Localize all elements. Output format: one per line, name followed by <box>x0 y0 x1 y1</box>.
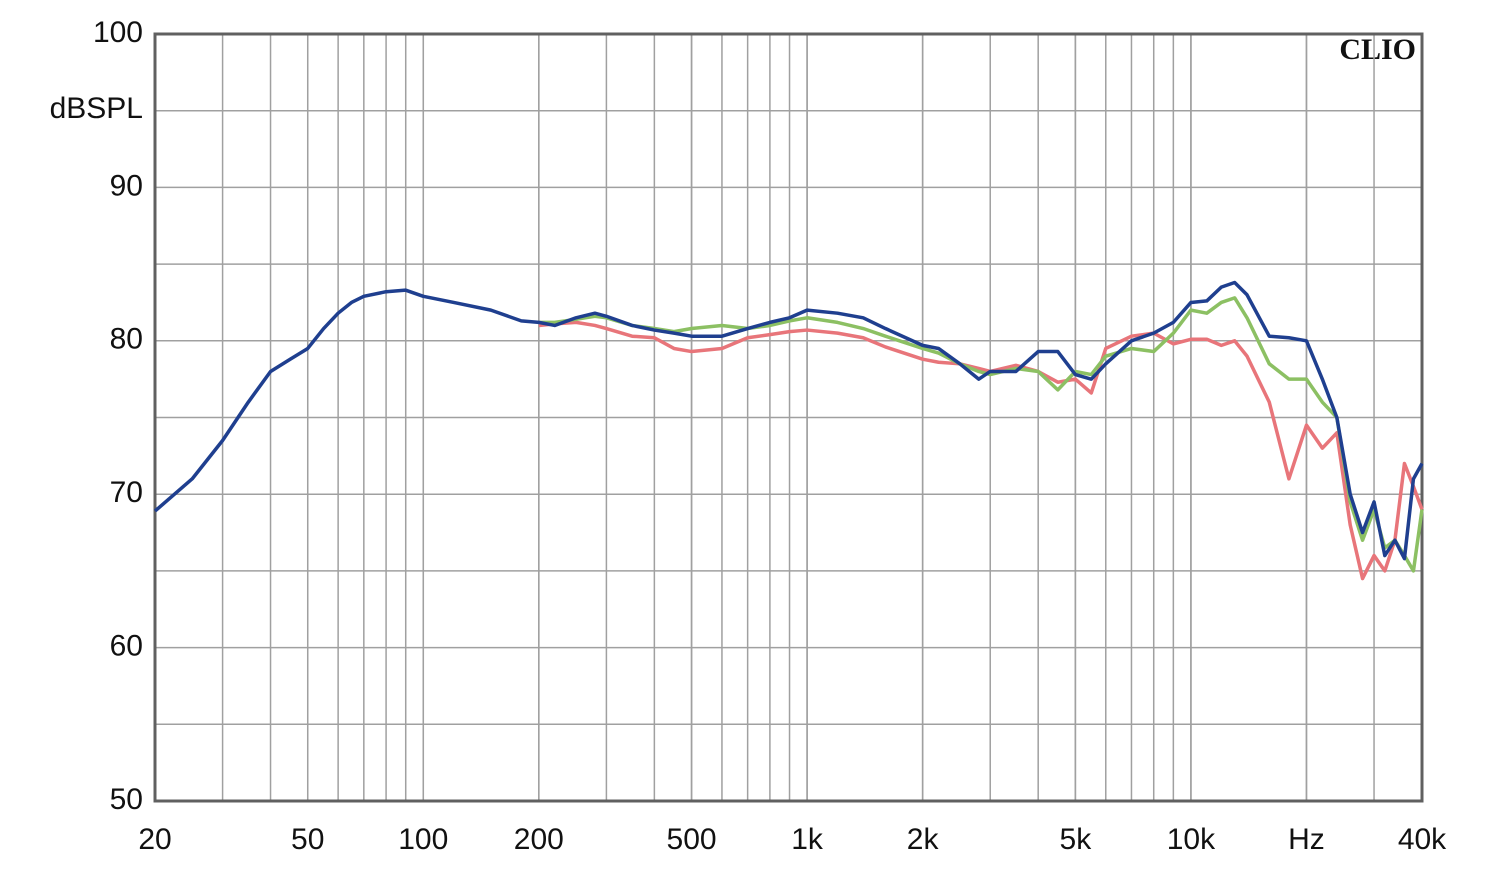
plot-frame <box>153 32 1424 803</box>
x-tick-label: 50 <box>291 823 324 856</box>
x-tick-label: 200 <box>514 823 564 856</box>
x-tick-label: 10k <box>1167 823 1216 856</box>
y-tick-label: 70 <box>110 476 143 509</box>
x-tick-label: Hz <box>1288 823 1325 856</box>
y-tick-label: 80 <box>110 323 143 356</box>
x-tick-label: 20 <box>138 823 171 856</box>
x-tick-label: 2k <box>907 823 940 856</box>
x-tick-label: 1k <box>791 823 824 856</box>
x-tick-label: 5k <box>1060 823 1093 856</box>
y-axis-label: dBSPL <box>50 92 143 125</box>
annotation: CLIO <box>1339 33 1416 66</box>
y-tick-label: 60 <box>110 630 143 663</box>
x-tick-label: 500 <box>667 823 717 856</box>
series-line <box>538 320 1424 581</box>
y-tick-label: 100 <box>93 16 143 49</box>
y-tick-label: 90 <box>110 169 143 202</box>
y-tick-label: 50 <box>110 783 143 816</box>
series-line <box>153 280 1424 561</box>
x-tick-label: 40k <box>1398 823 1447 856</box>
x-tick-label: 100 <box>398 823 448 856</box>
